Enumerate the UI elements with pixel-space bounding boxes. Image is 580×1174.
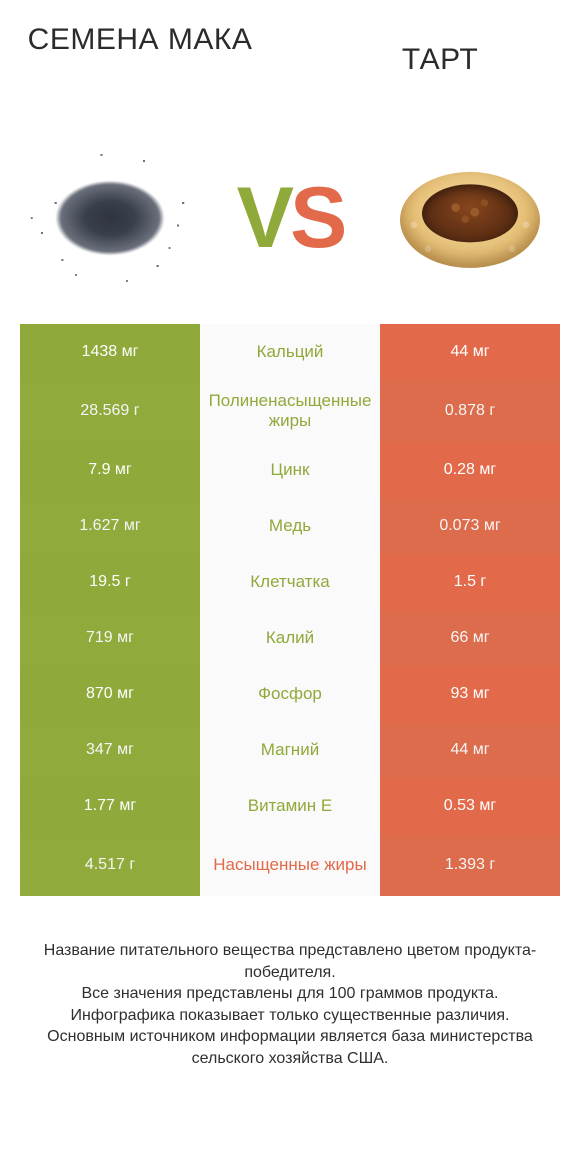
nutrient-label: Медь: [200, 498, 380, 554]
nutrient-label: Клетчатка: [200, 554, 380, 610]
table-row: 870 мгФосфор93 мг: [20, 666, 560, 722]
value-right: 1.5 г: [380, 554, 560, 610]
vs-label: VS: [200, 175, 380, 261]
vs-s: S: [290, 175, 343, 261]
footer-line: Основным источником информации является …: [30, 1026, 550, 1069]
nutrient-label: Цинк: [200, 442, 380, 498]
value-right: 93 мг: [380, 666, 560, 722]
nutrition-table: 1438 мгКальций44 мг28.569 гПолиненасыщен…: [20, 324, 560, 896]
value-right: 0.073 мг: [380, 498, 560, 554]
nutrient-label: Калий: [200, 610, 380, 666]
table-row: 719 мгКалий66 мг: [20, 610, 560, 666]
footer-notes: Название питательного вещества представл…: [20, 940, 560, 1070]
value-left: 28.569 г: [20, 380, 200, 442]
nutrient-label: Насыщенные жиры: [200, 834, 380, 896]
value-left: 7.9 мг: [20, 442, 200, 498]
footer-line: Все значения представлены для 100 граммо…: [30, 983, 550, 1005]
table-row: 347 мгМагний44 мг: [20, 722, 560, 778]
vs-v: V: [237, 175, 290, 261]
value-left: 1.627 мг: [20, 498, 200, 554]
title-right: Тарт: [320, 18, 560, 76]
nutrient-label: Магний: [200, 722, 380, 778]
footer-line: Инфографика показывает только существенн…: [30, 1005, 550, 1027]
value-right: 0.28 мг: [380, 442, 560, 498]
table-row: 1438 мгКальций44 мг: [20, 324, 560, 380]
image-left: [20, 143, 200, 293]
tart-illustration: [390, 148, 550, 288]
table-row: 7.9 мгЦинк0.28 мг: [20, 442, 560, 498]
table-row: 28.569 гПолиненасыщенные жиры0.878 г: [20, 380, 560, 442]
value-left: 719 мг: [20, 610, 200, 666]
footer-line: Название питательного вещества представл…: [30, 940, 550, 983]
table-row: 4.517 гНасыщенные жиры1.393 г: [20, 834, 560, 896]
value-right: 0.53 мг: [380, 778, 560, 834]
value-right: 44 мг: [380, 324, 560, 380]
value-left: 19.5 г: [20, 554, 200, 610]
value-left: 1.77 мг: [20, 778, 200, 834]
header: Семена мака Тарт: [20, 18, 560, 108]
value-right: 0.878 г: [380, 380, 560, 442]
images-row: VS: [20, 118, 560, 318]
value-left: 870 мг: [20, 666, 200, 722]
nutrient-label: Витамин E: [200, 778, 380, 834]
value-left: 4.517 г: [20, 834, 200, 896]
value-left: 1438 мг: [20, 324, 200, 380]
value-right: 1.393 г: [380, 834, 560, 896]
value-right: 44 мг: [380, 722, 560, 778]
nutrient-label: Кальций: [200, 324, 380, 380]
table-row: 1.627 мгМедь0.073 мг: [20, 498, 560, 554]
value-right: 66 мг: [380, 610, 560, 666]
nutrient-label: Фосфор: [200, 666, 380, 722]
value-left: 347 мг: [20, 722, 200, 778]
title-left: Семена мака: [20, 18, 260, 56]
table-row: 19.5 гКлетчатка1.5 г: [20, 554, 560, 610]
table-row: 1.77 мгВитамин E0.53 мг: [20, 778, 560, 834]
image-right: [380, 148, 560, 288]
poppy-seeds-illustration: [25, 143, 195, 293]
nutrient-label: Полиненасыщенные жиры: [200, 380, 380, 442]
